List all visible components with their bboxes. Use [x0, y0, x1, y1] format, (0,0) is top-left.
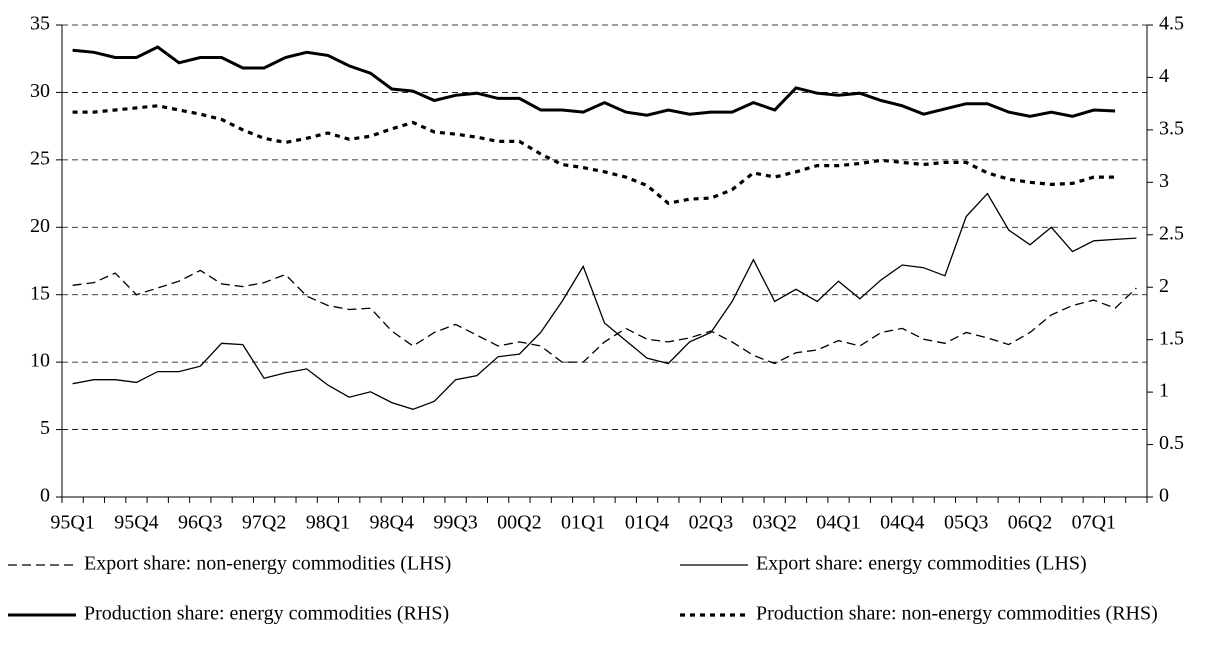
x-tick-label: 99Q3 — [433, 512, 477, 534]
legend-label: Export share: non-energy commodities (LH… — [84, 553, 451, 575]
x-tick-label: 98Q1 — [306, 512, 350, 534]
x-tick-label: 95Q4 — [114, 512, 158, 534]
y-tick-label: 15 — [30, 282, 50, 304]
y-tick-label: 35 — [30, 13, 50, 35]
y-tick-label: 30 — [30, 80, 50, 102]
y2-tick-label: 4.5 — [1159, 13, 1184, 35]
y2-tick-label: 1.5 — [1159, 327, 1184, 349]
x-tick-label: 07Q1 — [1072, 512, 1116, 534]
y-tick-label: 10 — [30, 350, 50, 372]
legend-label: Production share: energy commodities (RH… — [84, 603, 449, 625]
y-tick-label: 5 — [40, 417, 50, 439]
y2-tick-label: 4 — [1159, 65, 1169, 87]
x-tick-label: 97Q2 — [242, 512, 286, 534]
y-tick-label: 20 — [30, 215, 50, 237]
x-tick-label: 06Q2 — [1008, 512, 1052, 534]
x-tick-label: 96Q3 — [178, 512, 222, 534]
series-line — [72, 192, 1137, 410]
y2-tick-label: 3 — [1159, 170, 1169, 192]
x-tick-label: 05Q3 — [944, 512, 988, 534]
legend-label: Export share: energy commodities (LHS) — [756, 553, 1087, 575]
x-tick-label: 04Q4 — [880, 512, 924, 534]
x-tick-label: 02Q3 — [689, 512, 733, 534]
legend-label: Production share: non-energy commodities… — [756, 603, 1158, 625]
x-tick-label: 04Q1 — [816, 512, 860, 534]
y-tick-label: 25 — [30, 147, 50, 169]
y-tick-label: 0 — [40, 485, 50, 507]
series-line — [72, 104, 1116, 206]
y2-tick-label: 0 — [1159, 485, 1169, 507]
y2-tick-label: 0.5 — [1159, 432, 1184, 454]
series-line — [72, 45, 1116, 118]
x-tick-label: 03Q2 — [752, 512, 796, 534]
x-tick-label: 00Q2 — [497, 512, 541, 534]
x-tick-label: 98Q4 — [370, 512, 414, 534]
x-tick-label: 01Q1 — [561, 512, 605, 534]
series-line — [72, 269, 1137, 365]
y2-tick-label: 2 — [1159, 275, 1169, 297]
x-tick-label: 95Q1 — [50, 512, 94, 534]
y2-tick-label: 2.5 — [1159, 222, 1184, 244]
y2-tick-label: 3.5 — [1159, 117, 1184, 139]
y2-tick-label: 1 — [1159, 380, 1169, 402]
x-tick-label: 01Q4 — [625, 512, 669, 534]
